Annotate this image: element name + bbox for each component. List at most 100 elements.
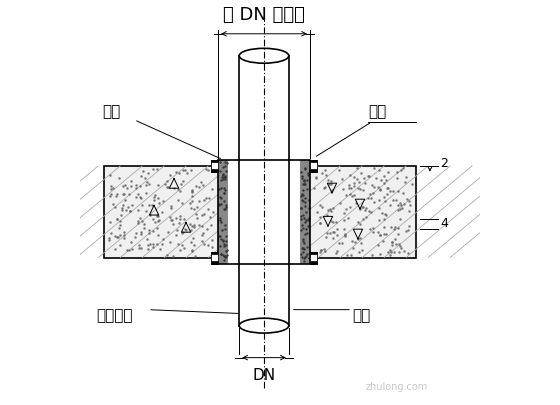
Point [301,165,310,171]
Point [367,252,376,258]
Point [346,172,354,178]
Point [148,202,157,209]
Point [141,208,150,215]
Point [300,181,309,188]
Point [358,216,367,223]
Bar [310,160,317,172]
Point [301,219,310,226]
Point [375,204,384,211]
Point [141,189,150,196]
Point [218,164,227,171]
Point [365,173,374,179]
Point [204,195,213,202]
Point [404,249,413,256]
Point [344,182,353,188]
Point [199,182,208,189]
Point [139,221,148,227]
Point [138,202,147,209]
Point [298,225,307,231]
Bar [289,160,300,264]
Point [304,215,313,222]
Point [360,175,368,181]
Point [144,181,153,188]
Point [139,224,148,231]
Point [403,227,412,234]
Point [389,188,398,194]
Point [352,200,361,206]
Point [125,208,134,214]
Point [300,178,309,184]
Point [219,238,228,244]
Point [380,230,389,237]
Point [144,202,153,209]
Point [319,246,328,252]
Point [130,234,139,241]
Point [320,185,329,192]
Point [320,184,329,190]
Point [216,215,225,222]
Point [404,198,413,205]
Point [376,232,385,238]
Point [335,200,344,206]
Point [352,165,361,172]
Point [127,246,136,253]
Point [301,181,310,188]
Point [118,183,127,189]
Point [330,228,339,235]
Point [173,186,182,192]
Text: 小管: 小管 [352,308,370,323]
Point [222,168,231,174]
Point [397,244,406,251]
Text: zhulong.com: zhulong.com [366,382,428,392]
Point [197,212,206,219]
Point [187,239,196,245]
Point [395,200,404,207]
Point [206,222,215,228]
Point [220,222,229,228]
Point [332,232,341,239]
Point [339,217,348,224]
Point [220,190,228,197]
Point [218,171,227,178]
Point [298,192,307,198]
Point [222,160,231,166]
Point [344,185,353,191]
Point [327,207,336,214]
Point [374,228,382,235]
Point [299,239,308,246]
Point [133,217,142,224]
Point [379,237,388,244]
Point [164,183,172,190]
Point [301,230,310,237]
Point [178,229,187,236]
Point [342,252,351,259]
Point [329,229,338,236]
Point [146,241,155,248]
Point [316,214,325,221]
Point [349,174,358,180]
Point [298,212,307,218]
Point [395,216,404,222]
Point [188,223,197,229]
Point [219,176,228,183]
Point [217,251,226,258]
Point [326,181,335,188]
Point [378,210,387,216]
Text: 套管: 套管 [368,104,386,119]
Point [198,223,207,230]
Point [155,200,164,207]
Point [206,214,215,221]
Point [161,181,170,187]
Point [402,228,410,234]
Point [297,205,306,211]
Point [405,207,414,214]
Point [361,213,370,220]
Point [111,192,120,199]
Point [187,192,196,199]
Point [124,204,133,211]
Point [404,223,413,229]
Point [316,247,325,253]
Point [191,252,200,259]
Point [394,207,403,214]
Point [188,247,197,254]
